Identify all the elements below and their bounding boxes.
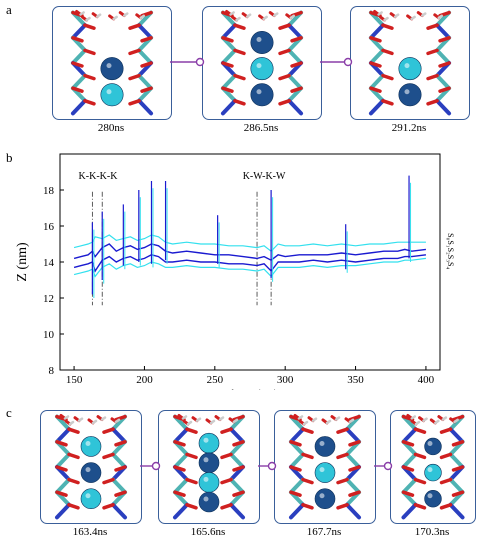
series-line-3	[73, 234, 426, 253]
panel-a-snapshot-2	[202, 6, 322, 120]
x-tick-label: 150	[66, 374, 83, 386]
panel-a-connector-1	[170, 57, 205, 67]
z-time-chart: 8 10 12 14 16 18 150 200 250 300 350 400 Time (ns) Z …	[15, 153, 455, 390]
x-tick-label: 250	[207, 374, 224, 386]
series-line-1	[73, 243, 427, 262]
panel-a-time-label-2: 286.5ns	[243, 122, 279, 134]
x-tick-label: 400	[418, 374, 435, 386]
panel-c-snapshot-4	[390, 410, 476, 524]
k-ion	[250, 30, 274, 54]
panel-c-snapshot-3	[274, 410, 376, 524]
water-ion	[398, 57, 422, 81]
panel-a-time-label-3: 291.2ns	[391, 122, 427, 134]
panel-c-time-label-3: 167.7ns	[306, 526, 342, 538]
k-ion	[198, 491, 220, 513]
y-tick-label: 16	[43, 221, 55, 233]
y-axis-label: Z (nm)	[15, 242, 30, 282]
series-line-2	[73, 254, 427, 273]
panel-c-connector-1	[140, 461, 161, 471]
water-ion	[100, 83, 124, 107]
water-ion	[80, 436, 102, 457]
k-ion	[398, 83, 422, 107]
x-axis-label: Time (ns)	[222, 388, 279, 390]
panel-a-snapshot-1	[52, 6, 172, 120]
x-tick-label: 200	[136, 374, 153, 386]
y-tick-label: 12	[43, 293, 54, 305]
k-ion	[80, 462, 102, 483]
annotation-kkkk: K-K-K-K	[79, 171, 119, 182]
y-tick-label: 10	[43, 329, 55, 341]
water-ion	[198, 472, 220, 493]
water-ion	[424, 463, 442, 482]
panel-c-connector-2	[258, 461, 277, 471]
x-tick-label: 300	[277, 374, 294, 386]
panel-c-time-label-4: 170.3ns	[414, 526, 450, 538]
panel-c-snapshot-2	[158, 410, 260, 524]
panel-c-time-label-1: 163.4ns	[72, 526, 108, 538]
k-ion	[314, 436, 336, 457]
y-tick-label: 8	[49, 365, 55, 377]
panel-a-letter: a	[6, 2, 12, 17]
water-ion	[198, 432, 220, 454]
y-tick-label: 14	[43, 257, 55, 269]
k-ion	[424, 490, 442, 508]
x-tick-label: 350	[347, 374, 364, 386]
k-ion	[198, 452, 220, 474]
site-labels: S₀S₁S₂S₃S₄	[446, 233, 455, 269]
y-tick-label: 18	[43, 185, 55, 197]
k-ion	[250, 83, 274, 107]
panel-b-letter: b	[6, 150, 13, 165]
panel-a-connector-2	[320, 57, 353, 67]
k-ion	[100, 57, 124, 81]
water-ion	[80, 488, 102, 510]
annotation-kwkw: K-W-K-W	[243, 171, 286, 182]
water-ion	[314, 462, 336, 483]
k-ion	[314, 488, 336, 510]
panel-a-snapshot-3	[350, 6, 470, 120]
panel-c-letter: c	[6, 405, 12, 420]
panel-a-time-label-1: 280ns	[97, 122, 125, 134]
series-line-4	[73, 257, 427, 278]
panel-c-time-label-2: 165.6ns	[190, 526, 226, 538]
panel-c-connector-3	[374, 461, 393, 471]
water-ion	[250, 57, 274, 81]
k-ion	[424, 437, 442, 456]
panel-c-snapshot-1	[40, 410, 142, 524]
